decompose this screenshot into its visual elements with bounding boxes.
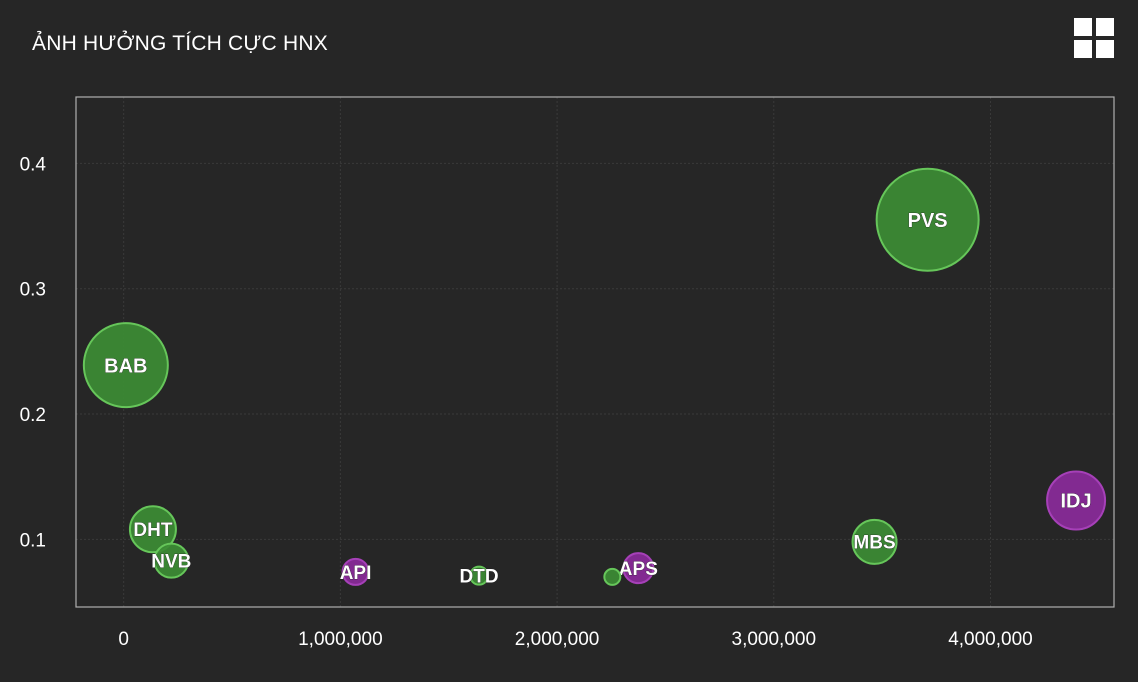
chart-title: ẢNH HƯỞNG TÍCH CỰC HNX [32,32,328,55]
bubble-circle [341,557,370,586]
bubble-circle [128,505,177,554]
bubble-pvs[interactable]: PVS [875,167,980,272]
bubble-label: APS [619,559,658,580]
bubble-circle [622,552,655,585]
bubble-aps[interactable]: APS [619,552,658,585]
bubble-api[interactable]: API [339,557,372,586]
bubble-mbs[interactable]: MBS [851,518,898,565]
bubble-circle [875,167,980,272]
bubbles: PVS BAB IDJ DHT MBS NVB APS API DTD [82,167,1107,588]
grid-menu-icon-square [1096,40,1114,58]
x-tick-label: 2,000,000 [515,629,600,650]
bubble-circle [851,518,898,565]
bubble-label: IDJ [1061,491,1092,513]
grid-menu-icon-square [1096,18,1114,36]
grid-layer [76,97,1114,607]
grid-menu-icon-square [1074,40,1092,58]
bubble-label: DTD [460,567,499,588]
bubble-unlabeled[interactable] [603,567,622,586]
bubble-circle [153,542,190,579]
x-tick-label: 1,000,000 [298,629,383,650]
y-tick-label: 0.3 [20,280,46,301]
bubble-bab[interactable]: BAB [82,322,169,409]
bubble-label: MBS [853,533,895,554]
y-tick-label: 0.2 [20,405,46,426]
bubble-label: API [340,563,372,584]
x-tick-label: 3,000,000 [732,629,817,650]
plot-area-frame [75,96,1115,608]
x-tick-label: 4,000,000 [948,629,1033,650]
bubble-circle [603,567,622,586]
tick-labels: 0 1,000,000 2,000,000 3,000,000 4,000,000 0.1… [20,154,1033,650]
bubble-circle [469,565,490,586]
y-tick-label: 0.4 [20,154,47,175]
bubble-circle [82,322,169,409]
bubble-idj[interactable]: IDJ [1046,470,1107,531]
bubble-label: DHT [133,520,172,541]
bubble-dtd[interactable]: DTD [459,565,499,588]
bubble-label: BAB [104,355,147,377]
x-tick-label: 0 [118,629,129,650]
bubble-label: NVB [151,551,191,572]
grid-menu-icon[interactable] [1072,16,1116,60]
bubble-label: PVS [908,210,948,232]
bubble-circle [1046,470,1107,531]
grid-menu-icon-square [1074,18,1092,36]
bubble-dht[interactable]: DHT [128,505,177,554]
y-tick-label: 0.1 [20,530,46,551]
bubble-nvb[interactable]: NVB [151,542,192,579]
